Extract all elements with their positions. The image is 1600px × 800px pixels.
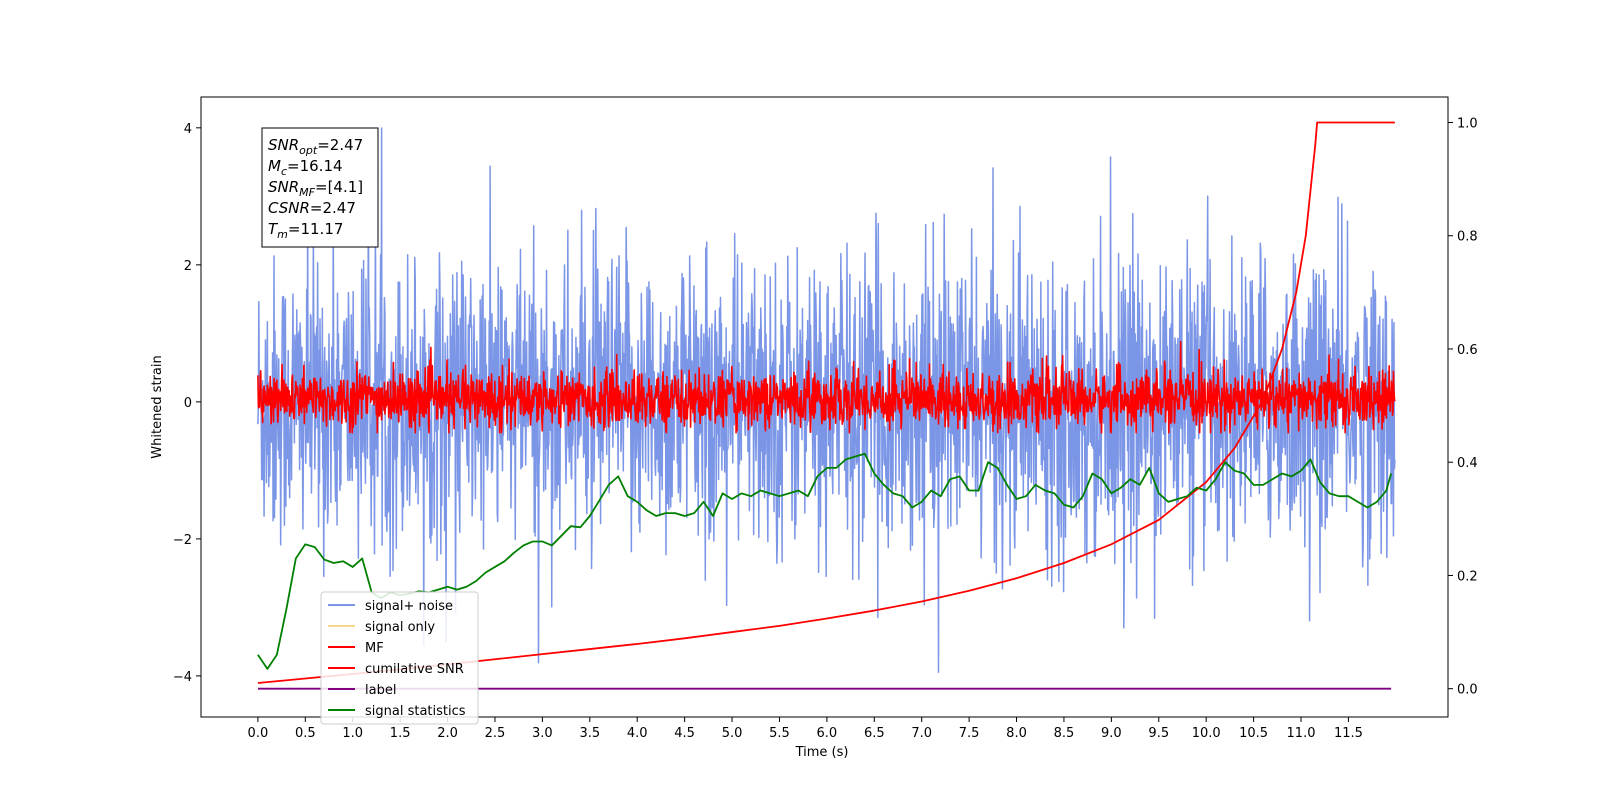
x-tick-label: 6.0 [817, 726, 838, 741]
x-tick-label: 8.5 [1054, 726, 1075, 741]
series-mf [257, 340, 1396, 434]
y-axis-label-left: Whitened strain [150, 355, 165, 458]
x-tick-label: 2.0 [437, 726, 458, 741]
x-tick-label: 10.0 [1192, 726, 1221, 741]
annotation-box: SNRopt=2.47Mc=16.14SNRMF=[4.1]CSNR=2.47T… [261, 127, 379, 248]
y-right-tick-label: 1.0 [1457, 116, 1478, 131]
x-tick-label: 4.0 [627, 726, 648, 741]
annotation-value: =16.14 [287, 157, 343, 175]
annotation-value: =2.47 [310, 199, 356, 217]
x-tick-label: 5.0 [722, 726, 743, 741]
annotation-subscript: opt [299, 144, 318, 157]
series-cumilative-snr [257, 121, 1395, 684]
x-axis-label: Time (s) [795, 745, 849, 760]
y-right-tick-label: 0.4 [1457, 456, 1478, 471]
x-tick-label: 0.0 [248, 726, 269, 741]
x-tick-label: 9.5 [1148, 726, 1169, 741]
annotation-symbol: T [268, 220, 279, 238]
legend-entry: cumilative SNR [365, 662, 464, 677]
legend-frame [320, 591, 479, 725]
axes-layer: 0.0 0.5 1.0 1.5 2.0 2.5 3.0 3.5 4.0 4.5 5.0 5.5 6.0 6… [173, 116, 1478, 741]
x-tick-label: 7.5 [959, 726, 980, 741]
plot-border [200, 96, 1449, 718]
legend-entry: signal only [365, 620, 435, 635]
annotation-value: =11.17 [288, 220, 344, 238]
annotation-symbol: SNR [268, 178, 299, 196]
annotation-line: SNRMF=[4.1] [268, 178, 363, 199]
y-left-tick-label: 4 [184, 122, 192, 137]
y-right-tick-label: 0.8 [1457, 230, 1478, 245]
annotation-line: Tm=11.17 [268, 220, 343, 241]
legend-entry: label [365, 683, 396, 698]
series-signal-statistics [257, 452, 1392, 670]
y-left-tick-label: −2 [173, 533, 192, 548]
annotation-symbol: SNR [268, 136, 299, 154]
x-tick-label: 11.0 [1287, 726, 1316, 741]
x-tick-label: 5.5 [769, 726, 790, 741]
annotation-symbol: CSNR [268, 199, 310, 217]
x-tick-label: 6.5 [864, 726, 885, 741]
annotation-value: =2.47 [317, 136, 363, 154]
legend: signal+ noise signal only MF cumilative SNR… [320, 591, 479, 725]
annotation-line: SNRopt=2.47 [268, 136, 363, 157]
x-tick-label: 1.5 [390, 726, 411, 741]
annotation-subscript: m [277, 228, 288, 241]
annotation-subscript: MF [299, 186, 315, 199]
y-left-tick-label: −4 [173, 670, 192, 685]
x-tick-label: 3.0 [532, 726, 553, 741]
x-tick-label: 11.5 [1334, 726, 1363, 741]
annotation-line: CSNR=2.47 [268, 199, 356, 217]
y-right-tick-label: 0.6 [1457, 343, 1478, 358]
annotation-line: Mc=16.14 [268, 157, 343, 178]
series-signal-noise [257, 127, 1396, 674]
legend-entry: MF [365, 641, 384, 656]
y-left-tick-label: 0 [184, 396, 192, 411]
x-tick-label: 10.5 [1239, 726, 1268, 741]
x-tick-label: 9.0 [1101, 726, 1122, 741]
x-tick-label: 7.0 [911, 726, 932, 741]
annotation-frame [261, 127, 379, 248]
x-tick-label: 4.5 [674, 726, 695, 741]
y-left-tick-label: 2 [184, 259, 192, 274]
x-tick-label: 1.0 [342, 726, 363, 741]
x-tick-label: 3.5 [579, 726, 600, 741]
annotation-subscript: c [281, 165, 287, 178]
y-right-tick-label: 0.0 [1457, 683, 1478, 698]
x-tick-label: 2.5 [485, 726, 506, 741]
x-tick-label: 0.5 [295, 726, 316, 741]
x-tick-label: 8.0 [1006, 726, 1027, 741]
annotation-value: =[4.1] [315, 178, 363, 196]
y-right-tick-label: 0.2 [1457, 569, 1478, 584]
legend-entry: signal statistics [365, 704, 466, 719]
annotation-symbol: M [268, 157, 281, 175]
legend-entry: signal+ noise [365, 599, 453, 614]
